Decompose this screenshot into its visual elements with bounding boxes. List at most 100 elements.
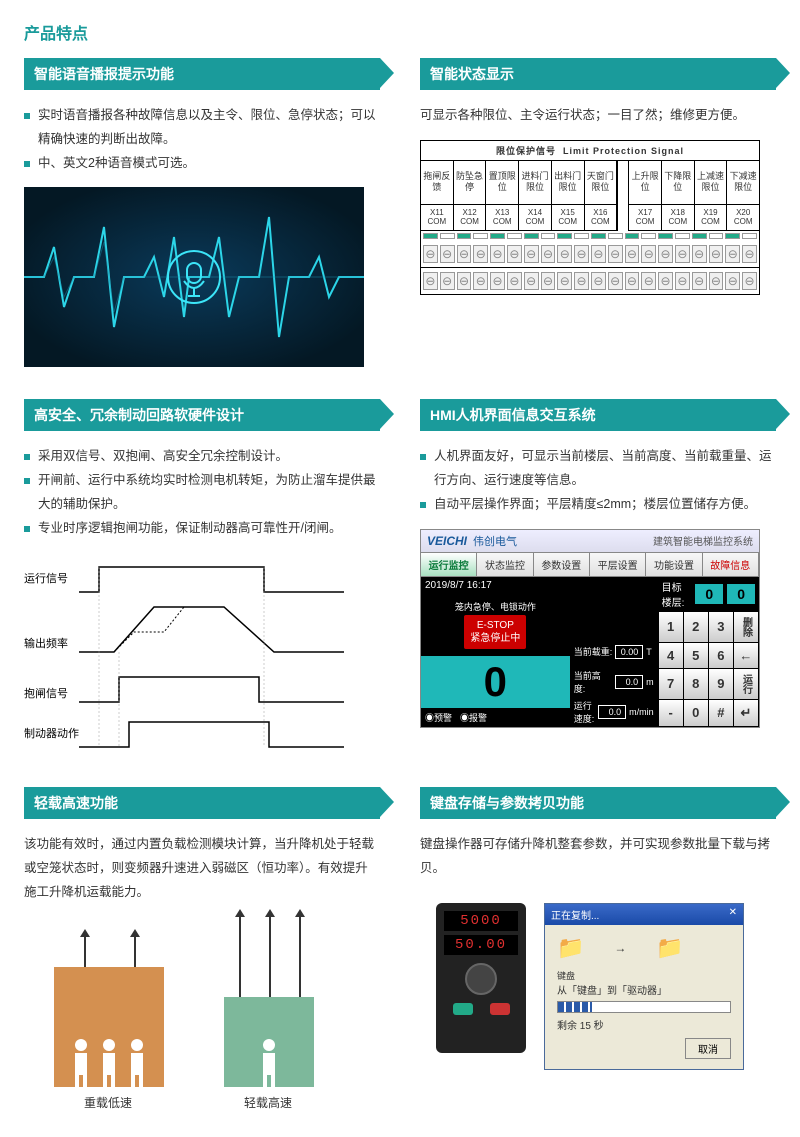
section-status: 智能状态显示 可显示各种限位、主令运行状态；一目了然；维修更方便。 限位保护信号… — [420, 58, 776, 367]
timing-diagram: 运行信号 输出频率 抱闸信号 制动器动作 — [24, 552, 380, 755]
light-text: 该功能有效时，通过内置负载检测模块计算，当升降机处于轻载或空笼状态时，则变频器升… — [24, 833, 380, 904]
key-4[interactable]: 4 — [659, 643, 683, 668]
hmi-target: 目标楼层: 0 0 — [658, 577, 759, 611]
page-title: 产品特点 — [24, 20, 776, 44]
hmi-keypad: 1 2 3 删除 4 5 6 ← 7 8 9 运行 - — [658, 611, 759, 727]
brake-header: 高安全、冗余制动回路软硬件设计 — [24, 399, 380, 431]
close-icon[interactable]: ✕ — [729, 907, 737, 922]
terminal-label: X12 COM — [454, 205, 487, 231]
arrow-icon: → — [614, 941, 626, 955]
key-del[interactable]: 删除 — [734, 612, 758, 642]
voice-header: 智能语音播报提示功能 — [24, 58, 380, 90]
key-run[interactable]: 运行 — [734, 669, 758, 699]
hmi-tab-fault[interactable]: 故障信息 — [703, 553, 759, 576]
hmi-alarm-bar: ◉预警◉报警 — [421, 708, 570, 727]
copy-header: 键盘存储与参数拷贝功能 — [420, 787, 776, 819]
key-2[interactable]: 2 — [684, 612, 708, 642]
light-header: 轻载高速功能 — [24, 787, 380, 819]
device-display-2: 50.00 — [444, 935, 518, 955]
dialog-path: 从「键盘」到「驱动器」 — [557, 982, 731, 997]
copy-text: 键盘操作器可存储升降机整套参数，并可实现参数批量下载与拷贝。 — [420, 833, 776, 881]
terminal-label: X19 COM — [695, 205, 728, 231]
terminal-strip: 限位保护信号 Limit Protection Signal 拖闸反馈 防坠急停… — [420, 140, 760, 295]
key-hash[interactable]: # — [709, 700, 733, 726]
key-9[interactable]: 9 — [709, 669, 733, 699]
hmi-tab-status[interactable]: 状态监控 — [477, 553, 533, 576]
section-hmi: HMI人机界面信息交互系统 人机界面友好，可显示当前楼层、当前高度、当前载重量、… — [420, 399, 776, 755]
copy-dialog: 正在复制... ✕ 📁 → 📁 键盘 从「键盘」到「驱动器」 剩余 15 秒 — [544, 903, 744, 1070]
dialog-kb-label: 键盘 — [557, 969, 731, 982]
terminal-cell: 防坠急停 — [454, 161, 487, 205]
terminal-cell: 下减速限位 — [727, 161, 759, 205]
status-text: 可显示各种限位、主令运行状态；一目了然；维修更方便。 — [420, 104, 776, 128]
svg-text:输出频率: 输出频率 — [24, 636, 68, 650]
hmi-tab-floor[interactable]: 平层设置 — [590, 553, 646, 576]
hmi-floor-display: 0 — [421, 656, 570, 708]
light-load-box — [224, 997, 314, 1087]
bullet: 自动平层操作界面；平层精度≤2mm；楼层位置储存方便。 — [420, 493, 776, 517]
voice-waveform-image — [24, 187, 364, 367]
key-1[interactable]: 1 — [659, 612, 683, 642]
terminal-cell: 出料门限位 — [552, 161, 585, 205]
key-3[interactable]: 3 — [709, 612, 733, 642]
terminal-label: X16 COM — [585, 205, 618, 231]
device-knob[interactable] — [465, 963, 497, 995]
status-header: 智能状态显示 — [420, 58, 776, 90]
hmi-tab-params[interactable]: 参数设置 — [534, 553, 590, 576]
heavy-label: 重载低速 — [84, 1094, 132, 1111]
key-0[interactable]: 0 — [684, 700, 708, 726]
dialog-titlebar: 正在复制... ✕ — [545, 904, 743, 925]
hmi-tab-func[interactable]: 功能设置 — [646, 553, 702, 576]
hmi-tagline: 建筑智能电梯监控系统 — [653, 533, 753, 548]
key-back[interactable]: ← — [734, 643, 758, 668]
bullet: 实时语音播报各种故障信息以及主令、限位、急停状态；可以精确快速的判断出故障。 — [24, 104, 380, 152]
stop-button[interactable] — [490, 1003, 510, 1015]
heavy-load-box — [54, 967, 164, 1087]
hmi-tab-monitor[interactable]: 运行监控 — [421, 553, 477, 576]
key-enter[interactable]: ↵ — [734, 700, 758, 726]
terminal-cell: 置顶限位 — [486, 161, 519, 205]
terminal-cell: 上减速限位 — [695, 161, 728, 205]
hmi-bullets: 人机界面友好，可显示当前楼层、当前高度、当前载重量、运行方向、运行速度等信息。 … — [420, 445, 776, 516]
terminal-label: X15 COM — [552, 205, 585, 231]
terminal-cell: 进料门限位 — [519, 161, 552, 205]
run-button[interactable] — [453, 1003, 473, 1015]
svg-text:制动器动作: 制动器动作 — [24, 727, 79, 740]
copy-diagram: 5000 50.00 正在复制... ✕ 📁 — [420, 893, 760, 1063]
key-6[interactable]: 6 — [709, 643, 733, 668]
bullet: 开闸前、运行中系统均实时检测电机转矩，为防止溜车提供最大的辅助保护。 — [24, 469, 380, 517]
dialog-remaining: 剩余 15 秒 — [557, 1017, 731, 1032]
light-label: 轻载高速 — [244, 1094, 292, 1111]
key-minus[interactable]: - — [659, 700, 683, 726]
svg-text:运行信号: 运行信号 — [24, 572, 68, 585]
brake-bullets: 采用双信号、双抱闸、高安全冗余控制设计。 开闸前、运行中系统均实时检测电机转矩，… — [24, 445, 380, 540]
folder-icon: 📁 — [557, 935, 584, 961]
bullet: 人机界面友好，可显示当前楼层、当前高度、当前载重量、运行方向、运行速度等信息。 — [420, 445, 776, 493]
key-7[interactable]: 7 — [659, 669, 683, 699]
hmi-tabs: 运行监控 状态监控 参数设置 平层设置 功能设置 故障信息 — [421, 552, 759, 577]
hmi-header: HMI人机界面信息交互系统 — [420, 399, 776, 431]
terminal-cell: 下降限位 — [662, 161, 695, 205]
terminal-cell: 拖闸反馈 — [421, 161, 454, 205]
key-8[interactable]: 8 — [684, 669, 708, 699]
keypad-device: 5000 50.00 — [436, 903, 526, 1053]
terminal-label: X17 COM — [629, 205, 662, 231]
hmi-datetime: 2019/8/7 16:17 — [421, 577, 570, 594]
hmi-logo: VEICHI — [427, 534, 467, 548]
hmi-estop: 笼内急停、电锁动作 E-STOP 紧急停止中 — [421, 594, 570, 656]
progress-bar — [557, 1001, 731, 1013]
terminal-label: X13 COM — [486, 205, 519, 231]
terminal-label: X20 COM — [727, 205, 759, 231]
bullet: 采用双信号、双抱闸、高安全冗余控制设计。 — [24, 445, 380, 469]
voice-bullets: 实时语音播报各种故障信息以及主令、限位、急停状态；可以精确快速的判断出故障。 中… — [24, 104, 380, 175]
key-5[interactable]: 5 — [684, 643, 708, 668]
terminal-cell: 上升限位 — [629, 161, 662, 205]
section-brake: 高安全、冗余制动回路软硬件设计 采用双信号、双抱闸、高安全冗余控制设计。 开闸前… — [24, 399, 380, 755]
load-diagram: 重载低速 轻载高速 — [24, 917, 364, 1117]
terminal-label: X14 COM — [519, 205, 552, 231]
cancel-button[interactable]: 取消 — [685, 1038, 731, 1059]
bullet: 中、英文2种语音模式可选。 — [24, 152, 380, 176]
section-copy: 键盘存储与参数拷贝功能 键盘操作器可存储升降机整套参数，并可实现参数批量下载与拷… — [420, 787, 776, 1116]
svg-text:抱闸信号: 抱闸信号 — [24, 686, 68, 700]
section-light-load: 轻载高速功能 该功能有效时，通过内置负载检测模块计算，当升降机处于轻载或空笼状态… — [24, 787, 380, 1116]
